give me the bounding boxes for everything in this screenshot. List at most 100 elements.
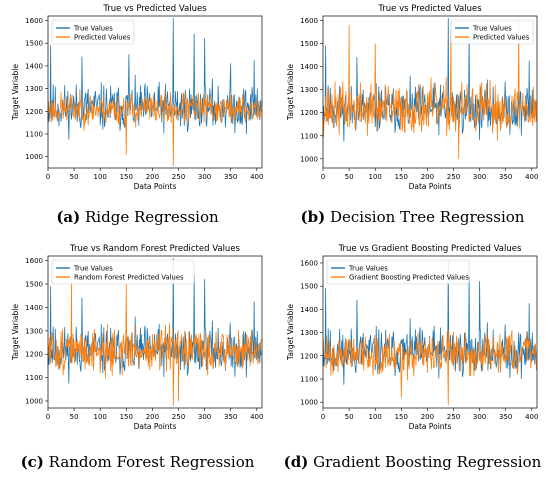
y-tick-label: 1400: [300, 306, 318, 314]
y-tick-label: 1600: [300, 259, 318, 267]
y-tick-label: 1600: [25, 257, 43, 265]
legend-label: Predicted Values: [473, 34, 530, 42]
x-tick-label: 0: [321, 173, 325, 181]
caption-letter: (a): [56, 208, 81, 226]
y-tick-label: 1000: [25, 397, 43, 405]
legend-box: [51, 259, 195, 285]
chart-decision-tree: True vs Predicted Values 0 50 100 150 200 250 3…: [286, 4, 538, 191]
x-tick-label: 300: [198, 413, 211, 421]
legend-label: Predicted Values: [74, 34, 131, 42]
caption-text: Random Forest Regression: [43, 453, 255, 471]
legend-box: [326, 259, 470, 285]
x-tick-label: 250: [447, 413, 460, 421]
chart-gradient-boosting: True vs Gradient Boosting Predicted Valu…: [286, 244, 538, 431]
plot-frame: [47, 255, 263, 409]
x-tick-label: 300: [198, 173, 211, 181]
caption-gradient-boosting: (d) Gradient Boosting Regression: [275, 453, 550, 471]
x-tick-label: 150: [120, 173, 133, 181]
legend-label: True Values: [472, 25, 512, 33]
y-tick-label: 1500: [300, 283, 318, 291]
chart-title: True vs Gradient Boosting Predicted Valu…: [338, 244, 522, 254]
x-axis-label: Data Points: [409, 422, 452, 431]
plot-frame: [322, 15, 538, 169]
x-tick-label: 50: [70, 173, 79, 181]
y-tick-label: 1400: [300, 63, 318, 71]
y-tick-label: 1000: [300, 399, 318, 407]
plot-frame: [322, 255, 538, 409]
legend-label: True Values: [73, 25, 113, 33]
x-tick-label: 150: [120, 413, 133, 421]
chart-panel-ridge: True vs Predicted Values 0 50 100 150 200 250 3…: [0, 0, 275, 235]
caption-text: Gradient Boosting Regression: [308, 453, 542, 471]
series-line-predicted: [47, 88, 262, 167]
x-tick-label: 200: [421, 413, 434, 421]
caption-letter: (d): [283, 453, 309, 471]
caption-random-forest: (c) Random Forest Regression: [0, 453, 275, 471]
chart-panel-decision-tree: True vs Predicted Values 0 50 100 150 200 250 3…: [275, 0, 550, 235]
y-tick-label: 1600: [25, 17, 43, 25]
x-tick-label: 400: [250, 413, 263, 421]
x-tick-label: 50: [345, 413, 354, 421]
y-tick-label: 1200: [25, 108, 43, 116]
y-tick-label: 1300: [300, 329, 318, 337]
y-tick-label: 1400: [25, 304, 43, 312]
caption-text: Ridge Regression: [80, 208, 219, 226]
x-axis-label: Data Points: [409, 182, 452, 191]
chart-title: True vs Random Forest Predicted Values: [69, 244, 241, 254]
y-tick-label: 1200: [300, 109, 318, 117]
chart-ridge: True vs Predicted Values 0 50 100 150 200 250 3…: [11, 4, 263, 191]
y-tick-label: 1200: [25, 351, 43, 359]
y-tick-label: 1000: [300, 155, 318, 163]
y-tick-label: 1300: [25, 327, 43, 335]
x-tick-label: 350: [224, 173, 237, 181]
y-tick-label: 1300: [25, 85, 43, 93]
chart-panel-gradient-boosting: True vs Gradient Boosting Predicted Valu…: [275, 240, 550, 479]
y-tick-label: 1100: [300, 132, 318, 140]
caption-letter: (b): [300, 208, 326, 226]
x-tick-label: 350: [224, 413, 237, 421]
y-tick-label: 1000: [25, 153, 43, 161]
legend-box: [450, 19, 534, 45]
y-axis-label: Target Variable: [11, 64, 20, 121]
x-tick-label: 300: [473, 173, 486, 181]
y-tick-label: 1300: [300, 86, 318, 94]
x-axis-label: Data Points: [134, 422, 177, 431]
chart-random-forest: True vs Random Forest Predicted Values 0 5…: [11, 244, 263, 431]
legend-box: [51, 19, 135, 45]
series-line-predicted: [322, 330, 537, 405]
x-tick-label: 50: [70, 413, 79, 421]
caption-text: Decision Tree Regression: [325, 208, 525, 226]
caption-decision-tree: (b) Decision Tree Regression: [275, 208, 550, 226]
x-tick-label: 250: [172, 173, 185, 181]
y-tick-label: 1600: [300, 17, 318, 25]
y-tick-label: 1400: [25, 62, 43, 70]
chart-title: True vs Predicted Values: [377, 4, 482, 14]
x-tick-label: 300: [473, 413, 486, 421]
x-tick-label: 200: [146, 413, 159, 421]
x-tick-label: 250: [447, 173, 460, 181]
y-tick-label: 1200: [300, 352, 318, 360]
x-tick-label: 100: [369, 173, 382, 181]
x-tick-label: 0: [321, 413, 325, 421]
y-tick-label: 1500: [300, 40, 318, 48]
x-axis-label: Data Points: [134, 182, 177, 191]
y-tick-label: 1100: [25, 130, 43, 138]
legend-label: True Values: [73, 265, 113, 273]
caption-ridge: (a) Ridge Regression: [0, 208, 275, 226]
x-tick-label: 50: [345, 173, 354, 181]
x-tick-label: 350: [499, 173, 512, 181]
plot-frame: [47, 15, 263, 169]
x-tick-label: 150: [395, 173, 408, 181]
x-tick-label: 0: [46, 413, 50, 421]
x-tick-label: 100: [369, 413, 382, 421]
y-axis-label: Target Variable: [286, 64, 295, 121]
x-tick-label: 200: [146, 173, 159, 181]
x-tick-label: 400: [525, 173, 538, 181]
legend-label: True Values: [348, 265, 388, 273]
x-tick-label: 0: [46, 173, 50, 181]
y-tick-label: 1500: [25, 281, 43, 289]
